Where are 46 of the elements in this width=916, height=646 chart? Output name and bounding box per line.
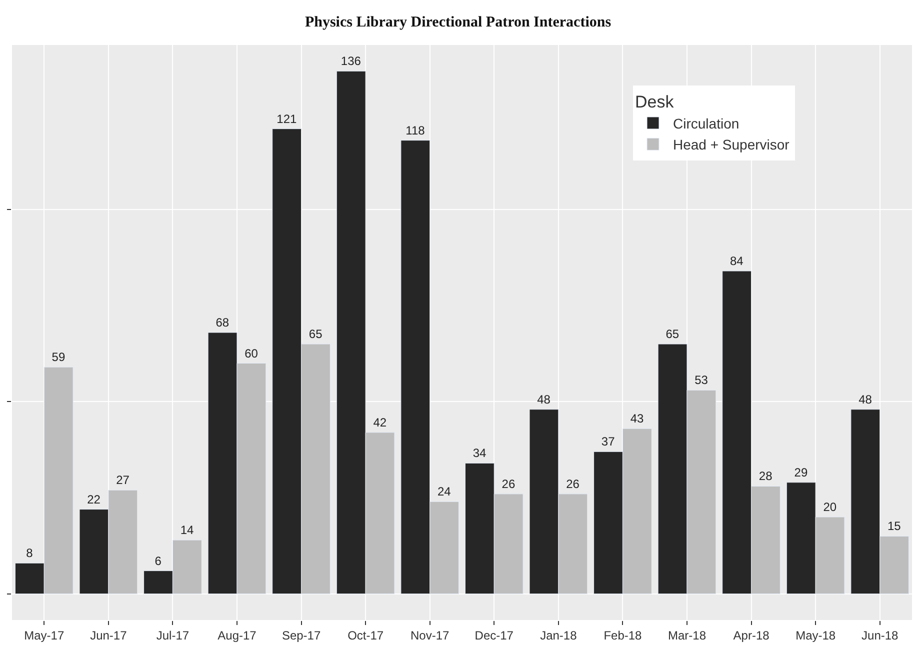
data-label: 59 xyxy=(52,350,66,364)
data-label: 68 xyxy=(216,316,230,330)
data-label: 43 xyxy=(630,412,644,426)
data-label: 136 xyxy=(340,54,362,68)
data-label: 27 xyxy=(116,473,130,488)
data-label: 6 xyxy=(154,554,162,568)
data-label: 24 xyxy=(437,484,452,499)
x-tick-label: Jan-18 xyxy=(540,628,578,642)
data-label: 121 xyxy=(276,112,297,126)
x-tick-label: Aug-17 xyxy=(218,628,257,642)
data-label: 65 xyxy=(308,327,323,342)
data-label: 118 xyxy=(406,123,426,138)
x-tick-label: Jul-17 xyxy=(156,628,190,642)
legend-label: Head + Supervisor xyxy=(673,136,790,153)
legend-label: Circulation xyxy=(673,115,740,132)
data-label: 37 xyxy=(601,434,616,449)
legend-title: Desk xyxy=(635,92,674,112)
data-label: 48 xyxy=(858,392,872,406)
data-label: 60 xyxy=(244,346,258,360)
data-label: 84 xyxy=(730,254,744,268)
x-tick-label: Jun-18 xyxy=(862,628,899,642)
x-tick-label: Feb-18 xyxy=(604,628,642,642)
data-label: 14 xyxy=(180,523,194,538)
chart-title: Physics Library Directional Patron Interactions xyxy=(304,14,612,31)
data-label: 48 xyxy=(537,392,551,406)
data-label: 26 xyxy=(566,476,580,491)
data-label: 20 xyxy=(823,500,837,514)
x-tick-label: Apr-18 xyxy=(733,628,770,642)
x-tick-label: Sep-17 xyxy=(282,628,321,642)
data-label: 15 xyxy=(887,519,902,534)
x-tick-label: May-17 xyxy=(24,628,64,642)
data-label: 34 xyxy=(472,446,487,460)
data-label: 26 xyxy=(502,476,516,491)
data-label: 65 xyxy=(666,327,680,342)
data-label: 22 xyxy=(87,492,101,506)
data-label: 42 xyxy=(373,415,387,430)
x-tick-label: Mar-18 xyxy=(668,628,706,642)
x-tick-label: May-18 xyxy=(796,628,836,642)
data-label: 29 xyxy=(794,465,808,480)
data-label: 28 xyxy=(758,469,773,484)
x-tick-label: Dec-17 xyxy=(474,628,514,642)
x-tick-label: Jun-17 xyxy=(90,628,128,642)
x-tick-label: Oct-17 xyxy=(348,628,384,642)
x-tick-label: Nov-17 xyxy=(410,628,450,642)
data-label: 53 xyxy=(694,373,708,388)
data-label: 8 xyxy=(26,546,34,560)
